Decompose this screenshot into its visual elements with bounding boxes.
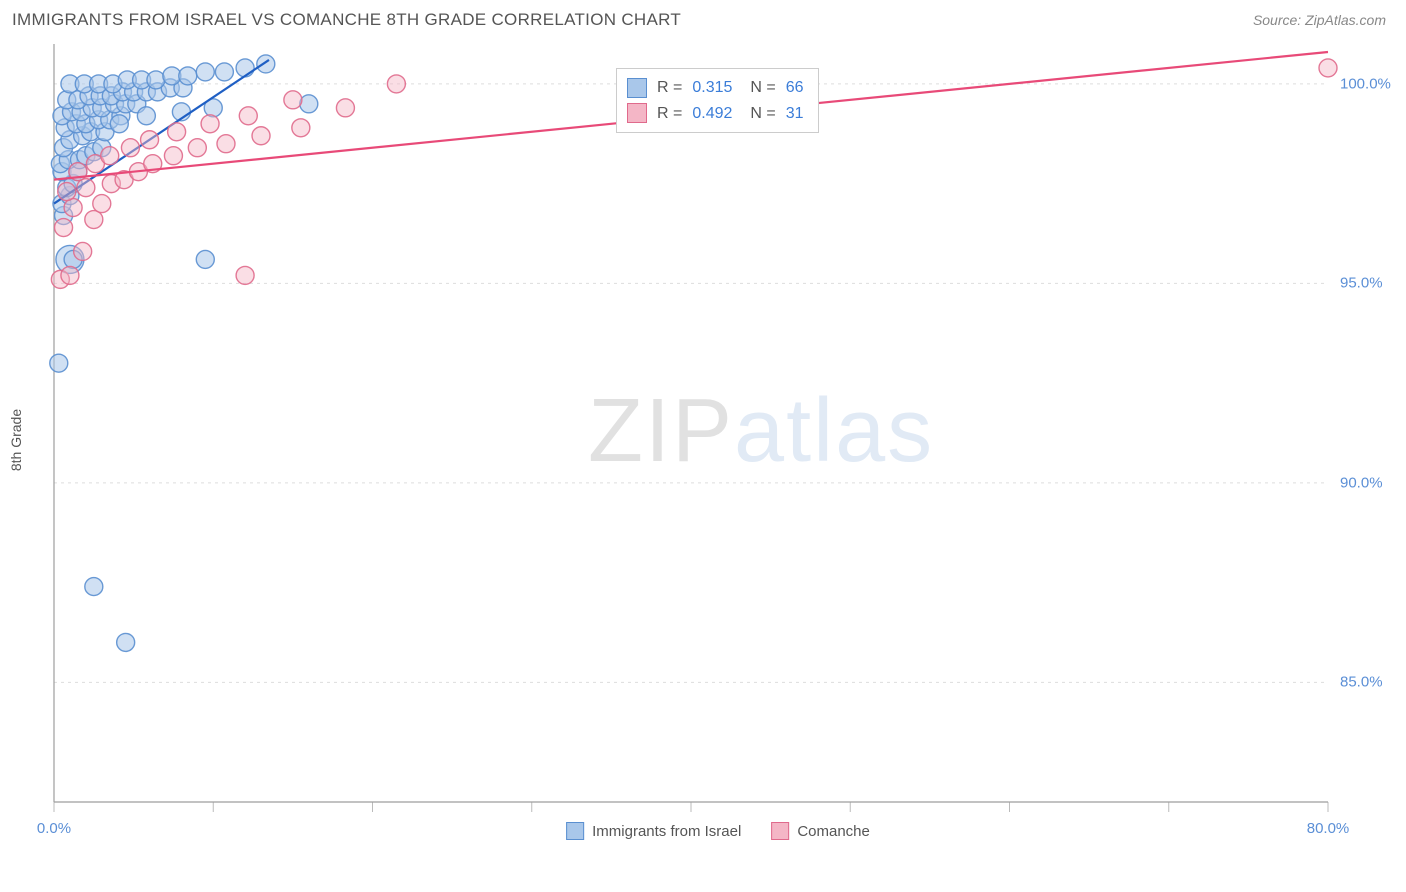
data-point bbox=[196, 250, 214, 268]
source-prefix: Source: bbox=[1253, 12, 1305, 28]
legend-item: Immigrants from Israel bbox=[566, 822, 741, 840]
data-point bbox=[147, 71, 165, 89]
source-name: ZipAtlas.com bbox=[1305, 12, 1386, 28]
stat-r-label: R = bbox=[657, 101, 682, 127]
stat-n-label: N = bbox=[750, 101, 775, 127]
data-point bbox=[55, 219, 73, 237]
data-point bbox=[110, 115, 128, 133]
data-point bbox=[252, 127, 270, 145]
data-point bbox=[236, 59, 254, 77]
stat-row: R = 0.492 N = 31 bbox=[627, 101, 804, 127]
y-tick-label: 85.0% bbox=[1340, 674, 1383, 691]
y-axis-label: 8th Grade bbox=[8, 409, 24, 471]
data-point bbox=[50, 354, 68, 372]
data-point bbox=[292, 119, 310, 137]
chart-header: IMMIGRANTS FROM ISRAEL VS COMANCHE 8TH G… bbox=[0, 0, 1406, 36]
stat-swatch bbox=[627, 103, 647, 123]
chart-area: 8th Grade 85.0%90.0%95.0%100.0% 0.0%80.0… bbox=[48, 40, 1388, 840]
data-point bbox=[215, 63, 233, 81]
data-point bbox=[74, 242, 92, 260]
data-point bbox=[61, 266, 79, 284]
stat-r-value: 0.492 bbox=[692, 101, 732, 127]
stat-row: R = 0.315 N = 66 bbox=[627, 75, 804, 101]
data-point bbox=[121, 139, 139, 157]
data-point bbox=[85, 578, 103, 596]
legend-label: Immigrants from Israel bbox=[592, 823, 741, 840]
data-point bbox=[239, 107, 257, 125]
legend-swatch bbox=[771, 822, 789, 840]
data-point bbox=[196, 63, 214, 81]
stat-r-label: R = bbox=[657, 75, 682, 101]
data-point bbox=[85, 211, 103, 229]
chart-source: Source: ZipAtlas.com bbox=[1253, 12, 1386, 28]
correlation-stats-box: R = 0.315 N = 66 R = 0.492 N = 31 bbox=[616, 68, 819, 133]
legend-swatch bbox=[566, 822, 584, 840]
stat-n-label: N = bbox=[750, 75, 775, 101]
data-point bbox=[179, 67, 197, 85]
data-point bbox=[141, 131, 159, 149]
stat-n-value: 31 bbox=[786, 101, 804, 127]
data-point bbox=[284, 91, 302, 109]
data-point bbox=[188, 139, 206, 157]
data-point bbox=[201, 115, 219, 133]
chart-title: IMMIGRANTS FROM ISRAEL VS COMANCHE 8TH G… bbox=[12, 10, 681, 30]
data-point bbox=[77, 179, 95, 197]
legend-item: Comanche bbox=[771, 822, 870, 840]
data-point bbox=[387, 75, 405, 93]
data-point bbox=[300, 95, 318, 113]
data-point bbox=[168, 123, 186, 141]
data-point bbox=[101, 147, 119, 165]
x-tick-label: 0.0% bbox=[37, 820, 71, 837]
x-tick-label: 80.0% bbox=[1307, 820, 1350, 837]
scatter-plot-svg bbox=[48, 40, 1388, 840]
data-point bbox=[58, 183, 76, 201]
data-point bbox=[93, 195, 111, 213]
legend-bottom: Immigrants from Israel Comanche bbox=[566, 822, 870, 840]
data-point bbox=[117, 633, 135, 651]
y-tick-label: 95.0% bbox=[1340, 275, 1383, 292]
data-point bbox=[217, 135, 235, 153]
data-point bbox=[137, 107, 155, 125]
data-point bbox=[236, 266, 254, 284]
stat-swatch bbox=[627, 78, 647, 98]
legend-label: Comanche bbox=[797, 823, 870, 840]
stat-r-value: 0.315 bbox=[692, 75, 732, 101]
y-tick-label: 90.0% bbox=[1340, 474, 1383, 491]
data-point bbox=[336, 99, 354, 117]
data-point bbox=[164, 147, 182, 165]
data-point bbox=[257, 55, 275, 73]
data-point bbox=[1319, 59, 1337, 77]
stat-n-value: 66 bbox=[786, 75, 804, 101]
y-tick-label: 100.0% bbox=[1340, 75, 1391, 92]
